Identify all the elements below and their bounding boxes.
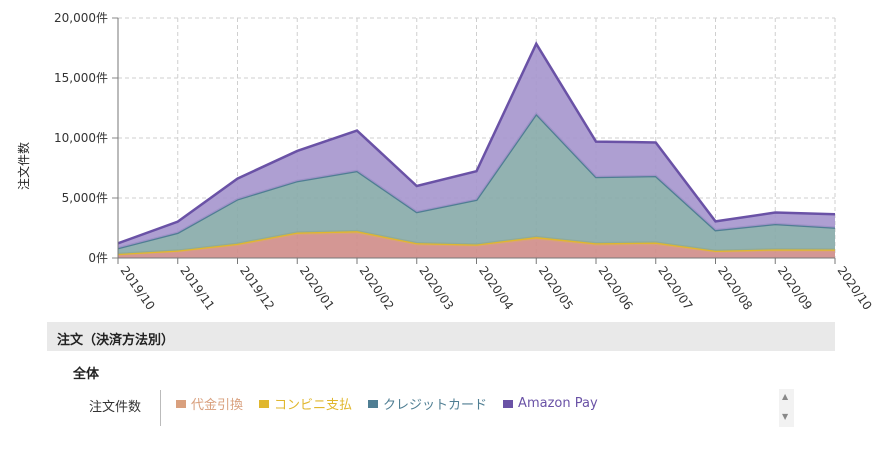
y-tick-label: 0件 — [88, 251, 108, 265]
scroll-up-icon[interactable]: ▲ — [782, 392, 789, 401]
area-series-2 — [118, 114, 835, 254]
y-tick-label: 5,000件 — [62, 191, 108, 205]
legend-label: Amazon Pay — [518, 396, 598, 411]
y-tick-label: 20,000件 — [54, 11, 108, 25]
y-tick-label: 15,000件 — [54, 71, 108, 85]
x-tick-label: 2020/03 — [416, 264, 456, 313]
y-tick-label: 10,000件 — [54, 131, 108, 145]
legend-swatch-icon — [259, 399, 270, 408]
x-tick-label: 2020/09 — [775, 264, 815, 313]
legend-swatch-icon — [503, 399, 514, 408]
x-tick-label: 2019/11 — [177, 264, 217, 313]
legend-scroller[interactable]: ▲ ▼ — [779, 389, 794, 427]
chart-legend: 代金引換 コンビニ支払 クレジットカード Amazon Pay — [176, 394, 598, 413]
metric-label: 注文件数 — [89, 400, 142, 415]
legend-swatch-icon — [368, 399, 379, 408]
x-tick-label: 2020/04 — [476, 264, 516, 313]
stacked-area-chart: 0件 5,000件 10,000件 15,000件 20,000件 2019/10 2019… — [16, 11, 875, 313]
legend-item-1[interactable]: コンビニ支払 — [259, 394, 352, 413]
section-header: 注文（決済方法別） — [47, 322, 835, 351]
y-axis-label: 注文件数 — [16, 142, 31, 190]
legend-item-0[interactable]: 代金引換 — [176, 394, 243, 413]
section-title: 注文（決済方法別） — [57, 333, 175, 348]
legend-item-2[interactable]: クレジットカード — [368, 394, 487, 413]
x-tick-label: 2019/12 — [237, 264, 277, 313]
x-tick-label: 2020/10 — [835, 264, 875, 313]
legend-item-3[interactable]: Amazon Pay — [503, 394, 598, 413]
x-tick-label: 2020/05 — [536, 264, 576, 313]
legend-label: クレジットカード — [383, 398, 488, 413]
group-title: 全体 — [73, 367, 100, 382]
legend-swatch-icon — [176, 399, 186, 408]
line-series-3 — [117, 41, 836, 245]
legend-label: コンビニ支払 — [274, 398, 353, 413]
area-series-0 — [118, 232, 835, 258]
x-tick-label: 2020/02 — [357, 264, 397, 313]
x-tick-label: 2020/07 — [655, 264, 695, 313]
scroll-down-icon[interactable]: ▼ — [782, 412, 789, 421]
x-tick-label: 2020/01 — [297, 264, 337, 313]
metric-divider — [160, 390, 161, 426]
x-tick-label: 2020/06 — [596, 264, 636, 313]
x-tick-label: 2020/08 — [715, 264, 755, 313]
x-tick-label: 2019/10 — [118, 264, 158, 313]
legend-label: 代金引換 — [191, 398, 244, 413]
